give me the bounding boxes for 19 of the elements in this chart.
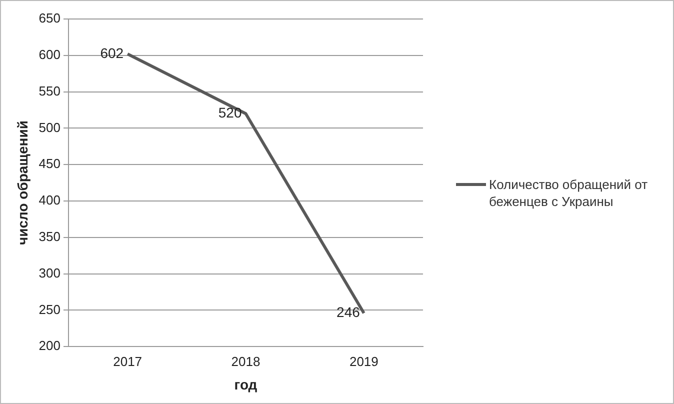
data-label: 520	[218, 104, 242, 120]
y-tick-label: 350	[38, 228, 60, 244]
data-label: 246	[336, 304, 360, 320]
data-label: 602	[100, 44, 124, 61]
x-tick-label: 2019	[349, 354, 378, 369]
y-tick-label: 650	[38, 10, 60, 26]
y-tick-label: 300	[38, 265, 60, 280]
y-tick-label: 550	[38, 83, 60, 98]
x-axis-title: год	[234, 376, 258, 392]
x-tick-label: 2017	[113, 354, 142, 369]
x-tick-label: 2018	[231, 354, 260, 369]
y-tick-label: 500	[38, 120, 60, 135]
y-tick-label: 600	[38, 46, 60, 62]
y-tick-label: 450	[38, 156, 60, 172]
y-axis-title: число обращений	[14, 120, 30, 246]
y-tick-label: 400	[38, 192, 60, 208]
y-tick-label: 250	[38, 302, 60, 317]
legend-label: Количество обращений от беженцев с Украины	[489, 176, 649, 210]
y-tick-label: 200	[38, 338, 60, 354]
